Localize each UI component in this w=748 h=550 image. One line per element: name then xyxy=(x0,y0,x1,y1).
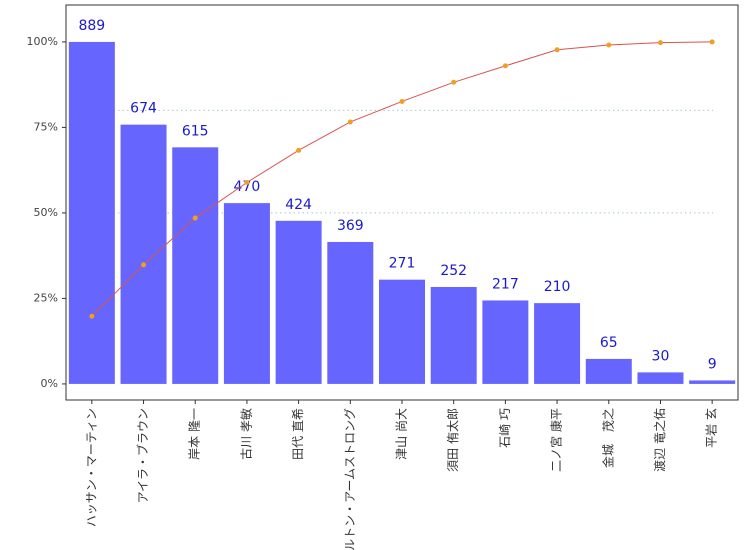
line-point xyxy=(399,98,405,104)
bar xyxy=(534,303,581,384)
bar xyxy=(327,241,374,384)
line-point xyxy=(451,79,457,85)
value-label: 424 xyxy=(285,197,312,213)
bar xyxy=(172,147,219,384)
bar xyxy=(482,300,529,384)
y-tick-label: 25% xyxy=(34,291,58,304)
value-label: 9 xyxy=(708,356,717,372)
bar xyxy=(430,286,477,384)
bar xyxy=(275,220,322,384)
y-tick-label: 100% xyxy=(27,35,58,48)
bar xyxy=(689,380,736,384)
bar xyxy=(585,358,632,384)
x-tick-label: ハッサン・マーティン xyxy=(84,408,98,527)
value-label: 470 xyxy=(234,179,261,195)
line-point xyxy=(244,179,250,185)
x-tick-label: 平岩 玄 xyxy=(704,408,719,448)
line-point xyxy=(709,39,715,45)
x-tick-label: 須田 侑太郎 xyxy=(445,408,460,472)
x-tick-label: ヒルトン・アームストロング xyxy=(343,408,357,550)
value-label: 252 xyxy=(440,263,467,279)
x-tick-label: 渡辺 竜之佑 xyxy=(652,408,667,472)
value-label: 217 xyxy=(492,276,519,292)
value-label: 674 xyxy=(130,101,157,117)
x-tick-label: 二ノ宮 康平 xyxy=(549,408,564,472)
line-point xyxy=(192,215,198,221)
value-label: 271 xyxy=(389,256,416,272)
value-label: 210 xyxy=(544,279,571,295)
line-point xyxy=(502,63,508,69)
value-label: 889 xyxy=(78,18,105,34)
line-point xyxy=(347,119,353,125)
line-point xyxy=(296,147,302,153)
value-label: 615 xyxy=(182,123,209,139)
value-label: 65 xyxy=(600,335,618,351)
bar xyxy=(120,124,167,384)
bar xyxy=(68,41,115,384)
y-tick-label: 0% xyxy=(41,377,58,390)
bar xyxy=(637,372,684,384)
x-tick-label: 田代 直希 xyxy=(290,408,305,460)
line-point xyxy=(606,42,612,48)
value-label: 30 xyxy=(652,348,670,364)
value-label: 369 xyxy=(337,218,364,234)
line-point xyxy=(89,313,95,319)
x-tick-label: 古川 孝敏 xyxy=(238,408,253,460)
x-tick-label: アイラ・ブラウン xyxy=(135,408,150,503)
bar xyxy=(223,203,270,384)
bar xyxy=(379,279,425,384)
y-tick-label: 75% xyxy=(34,120,58,133)
x-tick-label: 金城 茂之 xyxy=(600,408,615,468)
y-tick-label: 50% xyxy=(34,206,58,219)
x-tick-label: 石崎 巧 xyxy=(498,408,512,448)
x-tick-label: 津山 尚大 xyxy=(395,408,409,460)
line-point xyxy=(657,40,663,46)
line-point xyxy=(141,262,147,268)
x-tick-label: 岸本 隆一 xyxy=(187,408,202,460)
line-point xyxy=(554,47,560,53)
